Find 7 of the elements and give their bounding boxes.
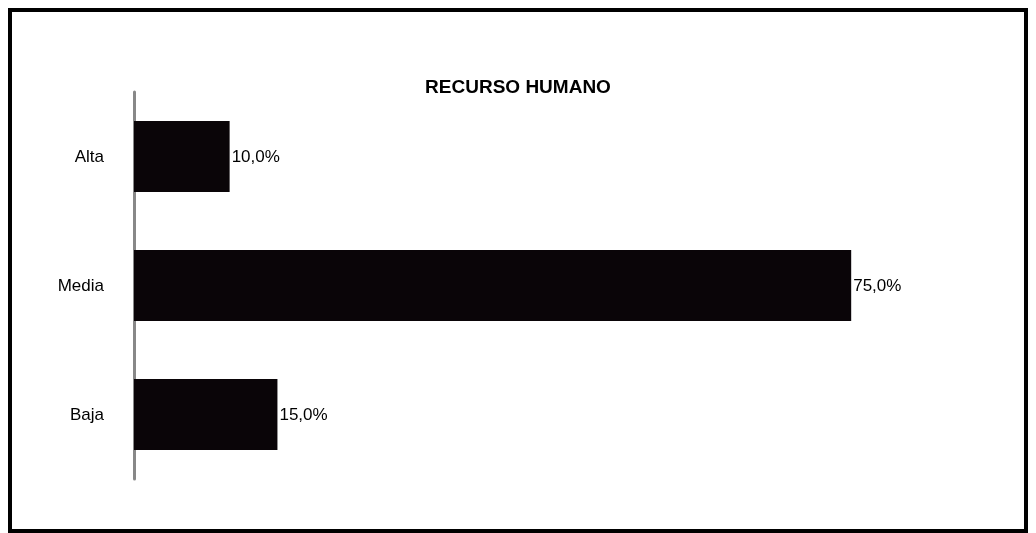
- data-label: 15,0%: [279, 405, 328, 424]
- y-tick-label: Alta: [74, 147, 105, 166]
- data-label: 10,0%: [231, 147, 280, 166]
- y-tick-label: Baja: [69, 405, 105, 424]
- chart-title: RECURSO HUMANO: [425, 76, 611, 97]
- data-label: 75,0%: [853, 276, 902, 295]
- y-tick-label: Media: [57, 276, 105, 295]
